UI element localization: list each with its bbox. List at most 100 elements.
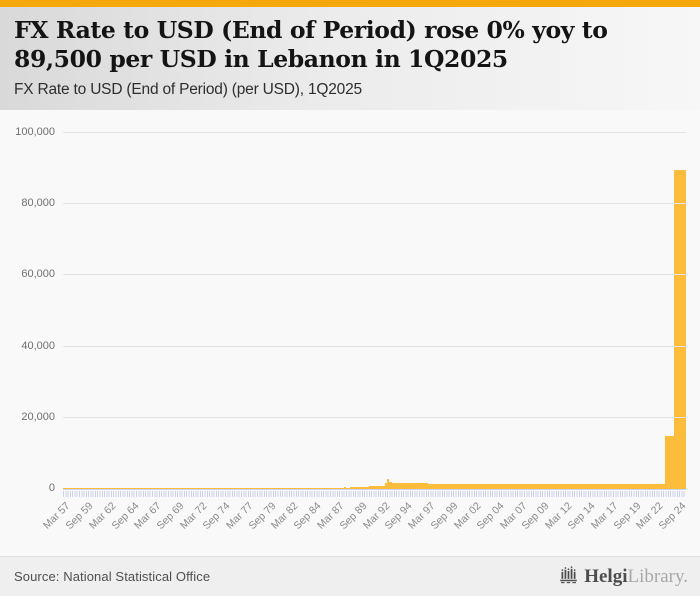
- bar: [516, 483, 520, 489]
- bar: [188, 487, 191, 489]
- bar: [222, 487, 225, 489]
- bar: [637, 483, 641, 489]
- chart-area[interactable]: 0 20,000 40,000 60,000 80,000 100,000 Mar 57 S…: [0, 110, 700, 556]
- bar: [357, 487, 360, 489]
- bar: [612, 483, 616, 489]
- bar: [409, 483, 413, 489]
- bar: [560, 483, 563, 489]
- x-axis-ticks: [63, 491, 686, 497]
- bar: [224, 487, 228, 489]
- bar: [115, 487, 118, 489]
- bar: [450, 483, 454, 489]
- bar: [76, 487, 79, 489]
- bar: [466, 483, 470, 489]
- gridline: [63, 416, 686, 418]
- x-axis-line: [63, 489, 686, 490]
- bar: [101, 487, 105, 489]
- bar: [469, 483, 472, 489]
- bar: [373, 485, 376, 489]
- bar: [209, 487, 212, 489]
- bar: [562, 483, 565, 489]
- bar: [261, 487, 264, 489]
- gridline: [63, 132, 686, 133]
- bar: [418, 483, 422, 489]
- bar: [140, 487, 143, 489]
- bar: [626, 483, 629, 489]
- bar: [396, 482, 399, 489]
- bar: [448, 483, 451, 489]
- bar: [81, 487, 84, 489]
- bar: [599, 483, 602, 489]
- y-tick-label: 0: [48, 482, 55, 494]
- bar: [126, 487, 130, 489]
- bar: [384, 482, 387, 489]
- bar: [297, 487, 301, 489]
- bar: [647, 483, 650, 489]
- bar: [375, 485, 378, 489]
- gridline: [63, 274, 686, 276]
- bar: [610, 483, 613, 489]
- bar: [92, 487, 95, 489]
- bar: [489, 483, 492, 489]
- bar: [414, 483, 417, 489]
- bar: [99, 487, 102, 489]
- bar: [190, 487, 194, 489]
- bar: [202, 487, 205, 489]
- bar: [106, 487, 109, 489]
- bar: [658, 483, 661, 489]
- bar: [63, 487, 66, 489]
- chart-header: FX Rate to USD (End of Period) rose 0% y…: [0, 7, 700, 110]
- plot-area[interactable]: [63, 132, 686, 490]
- bar: [329, 487, 333, 489]
- bar: [236, 487, 239, 489]
- bar: [662, 483, 666, 489]
- bar: [471, 483, 474, 489]
- bar: [505, 483, 508, 489]
- bar: [149, 487, 152, 489]
- bar: [656, 483, 659, 489]
- bar: [90, 487, 93, 489]
- bar: [681, 170, 684, 489]
- bar: [660, 483, 663, 489]
- bar: [678, 170, 682, 489]
- bar: [245, 487, 248, 489]
- bar: [108, 487, 111, 489]
- bar: [284, 487, 287, 489]
- bar: [158, 487, 162, 489]
- bar: [336, 487, 340, 489]
- bar: [587, 483, 590, 489]
- bar: [320, 487, 324, 489]
- bar: [521, 483, 524, 489]
- bar: [567, 483, 570, 489]
- bar: [197, 487, 200, 489]
- bar: [585, 483, 588, 489]
- bar: [580, 483, 584, 489]
- bar: [291, 487, 294, 489]
- bar: [389, 482, 392, 489]
- bar: [398, 482, 401, 489]
- bar: [478, 483, 481, 489]
- bar: [569, 483, 572, 489]
- bar: [195, 487, 198, 489]
- bar: [124, 487, 127, 489]
- bar: [323, 487, 326, 489]
- bar: [170, 487, 173, 489]
- bar: [382, 485, 385, 489]
- bar: [341, 487, 344, 489]
- bar: [589, 483, 593, 489]
- bar: [69, 487, 73, 489]
- bar: [672, 435, 675, 489]
- bar: [302, 487, 305, 489]
- bar: [555, 483, 559, 489]
- helgilibrary-logo[interactable]: HelgiLibrary.: [558, 564, 688, 590]
- bar: [503, 483, 506, 489]
- helgi-building-icon: [558, 564, 579, 590]
- bar: [578, 483, 581, 489]
- bar: [327, 487, 330, 489]
- bar: [156, 487, 159, 489]
- bar: [147, 487, 150, 489]
- bar: [161, 487, 164, 489]
- bar: [510, 483, 513, 489]
- bar: [181, 487, 184, 489]
- bar: [482, 483, 486, 489]
